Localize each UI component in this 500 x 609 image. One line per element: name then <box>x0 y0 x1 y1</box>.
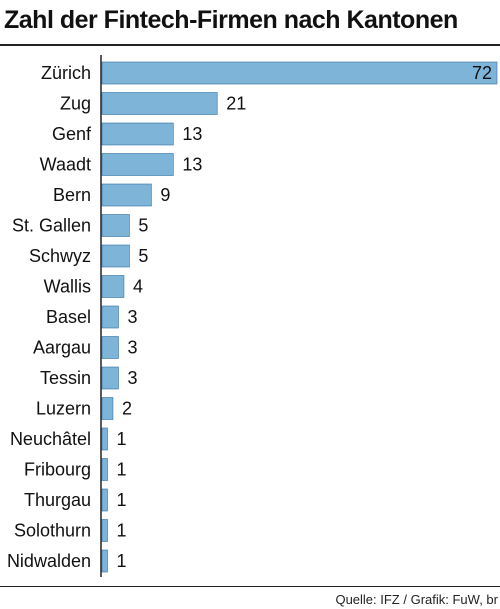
category-label: Nidwalden <box>7 551 91 571</box>
category-label: Bern <box>53 185 91 205</box>
bottom-divider <box>0 586 500 587</box>
bar <box>101 488 108 512</box>
category-label: Basel <box>46 307 91 327</box>
category-label: St. Gallen <box>12 216 91 236</box>
value-label: 5 <box>138 216 148 236</box>
bar <box>101 366 119 390</box>
value-label: 5 <box>138 246 148 266</box>
bar <box>101 427 108 451</box>
category-label: Fribourg <box>24 460 91 480</box>
bar <box>101 336 119 359</box>
category-label: Solothurn <box>14 521 91 541</box>
value-label: 13 <box>182 124 202 144</box>
bar <box>101 458 108 481</box>
value-label: 4 <box>133 277 143 297</box>
value-label: 1 <box>116 521 126 541</box>
value-label: 1 <box>116 429 126 449</box>
bar <box>101 153 174 176</box>
category-label: Aargau <box>33 338 91 358</box>
bar <box>101 275 125 298</box>
bar <box>101 305 119 329</box>
value-label: 2 <box>122 399 132 419</box>
bar <box>101 92 218 115</box>
bar <box>101 122 174 146</box>
value-label: 21 <box>226 94 246 114</box>
bar <box>101 397 114 420</box>
bar <box>101 519 108 542</box>
source-credit: Quelle: IFZ / Grafik: FuW, br <box>335 592 498 607</box>
bar <box>101 549 108 573</box>
category-label: Zug <box>60 94 91 114</box>
category-label: Schwyz <box>29 246 91 266</box>
category-label: Zürich <box>41 63 91 83</box>
value-label: 9 <box>160 185 170 205</box>
value-label: 1 <box>116 460 126 480</box>
category-label: Thurgau <box>24 490 91 510</box>
bar <box>101 183 152 207</box>
category-label: Waadt <box>40 155 91 175</box>
category-label: Neuchâtel <box>10 429 91 449</box>
value-label: 3 <box>127 338 137 358</box>
value-label: 1 <box>116 490 126 510</box>
category-label: Genf <box>52 124 92 144</box>
category-label: Wallis <box>44 277 91 297</box>
category-label: Tessin <box>40 368 91 388</box>
bar <box>101 214 130 237</box>
title-divider <box>0 44 500 46</box>
category-label: Luzern <box>36 399 91 419</box>
value-label: 13 <box>182 155 202 175</box>
value-label: 3 <box>127 307 137 327</box>
value-label: 72 <box>472 63 492 83</box>
value-label: 1 <box>116 551 126 571</box>
bar <box>101 244 130 268</box>
bar <box>101 61 498 85</box>
value-label: 3 <box>127 368 137 388</box>
chart-title: Zahl der Fintech-Firmen nach Kantonen <box>4 6 458 34</box>
